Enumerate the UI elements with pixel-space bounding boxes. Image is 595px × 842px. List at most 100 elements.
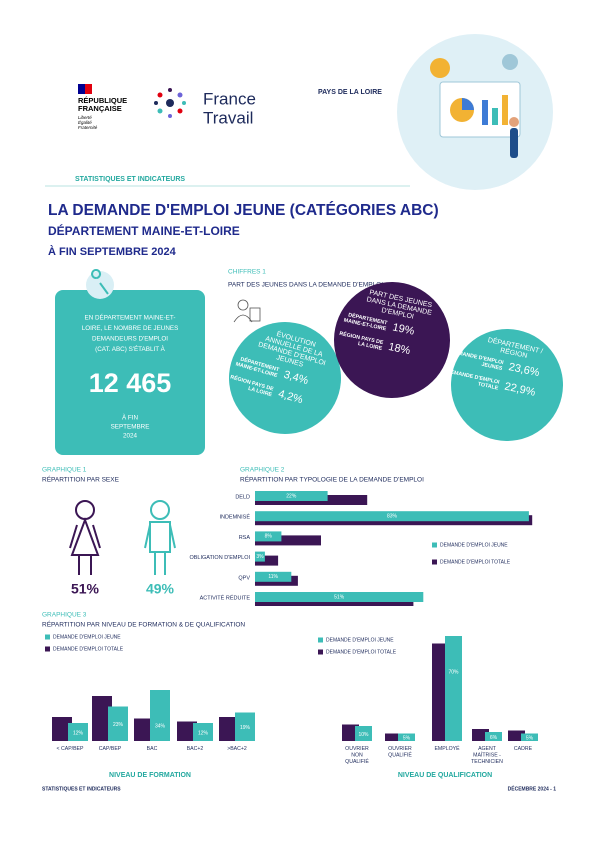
key-value: 12 465 (89, 368, 172, 398)
key-period: À FIN (122, 413, 139, 422)
row-value: 18% (387, 341, 411, 357)
bar (235, 712, 255, 741)
category-label: EMPLOYÉ (434, 745, 460, 752)
key-text: (CAT. ABC) S'ÉTABLIT À (95, 344, 166, 353)
bar (177, 721, 197, 741)
male-icon (144, 500, 176, 575)
key-figure-box (55, 290, 205, 455)
row-label: TOTALE (477, 381, 499, 391)
value-label: 70% (448, 669, 459, 675)
region: PAYS DE LA LOIRE (318, 89, 382, 96)
category-label: CAP/BEP (99, 746, 122, 752)
section-title: RÉPARTITION PAR NIVEAU DE FORMATION & DE… (42, 620, 245, 629)
value-label: 11% (268, 574, 278, 580)
key-period: SEPTEMBRE (111, 424, 150, 431)
key-text: LOIRE, LE NOMBRE DE JEUNES (82, 325, 179, 332)
section-label: GRAPHIQUE 2 (240, 467, 285, 474)
category-label: AGENT MAÎTRISE -TECHNICIEN (471, 746, 503, 765)
female-icon (69, 500, 101, 575)
bar (385, 733, 402, 741)
bar (255, 535, 321, 546)
legend-swatch (45, 634, 50, 640)
value-label: 3% (256, 554, 264, 560)
bar (219, 717, 239, 741)
key-text: DEMANDEURS D'EMPLOI (92, 336, 168, 343)
devise: Liberté (78, 115, 92, 120)
category-label: < CAP/BEP (57, 746, 84, 752)
category-label: OUVRIER NON QUALIFIÉ (345, 746, 369, 765)
axis-title: NIVEAU DE FORMATION (109, 772, 191, 779)
republique: RÉPUBLIQUE (78, 96, 127, 105)
bar (472, 729, 489, 741)
gender-value: 49% (146, 581, 175, 597)
date: À FIN SEPTEMBRE 2024 (48, 245, 177, 258)
title: LA DEMANDE D'EMPLOI JEUNE (CATÉGORIES AB… (48, 202, 439, 219)
category-label: ACTIVITÉ RÉDUITE (200, 594, 251, 601)
bar (134, 718, 154, 741)
bar (255, 592, 424, 602)
bar (255, 571, 292, 582)
bar (355, 726, 372, 741)
category-label: QPV (238, 575, 250, 581)
bar (255, 511, 529, 522)
person-icon (233, 299, 261, 323)
bar (445, 636, 462, 741)
bar (193, 723, 213, 741)
value-label: 5% (403, 736, 411, 742)
legend-label: DEMANDE D'EMPLOI JEUNE (326, 637, 394, 643)
legend-label: DEMANDE D'EMPLOI TOTALE (440, 559, 511, 565)
category-label: OUVRIER QUALIFIÉ (388, 746, 412, 759)
category-label: INDEMNISÉ (219, 514, 250, 521)
value-label: 5% (526, 736, 534, 742)
illustration (397, 34, 553, 190)
section: STATISTIQUES ET INDICATEURS (75, 176, 185, 183)
bar (108, 706, 128, 741)
legend-label: DEMANDE D'EMPLOI JEUNE (53, 634, 121, 640)
category-label: BAC+2 (187, 746, 204, 752)
republique: FRANÇAISE (78, 104, 122, 113)
legend-label: DEMANDE D'EMPLOI TOTALE (326, 649, 397, 655)
bar (255, 531, 282, 542)
value-label: 10% (358, 732, 369, 738)
legend-label: DEMANDE D'EMPLOI TOTALE (53, 646, 124, 652)
logo-blue (78, 84, 85, 94)
bar (485, 732, 502, 741)
section-title: RÉPARTITION PAR TYPOLOGIE DE LA DEMANDE … (240, 475, 424, 484)
bar (342, 724, 359, 741)
key-text: EN DÉPARTEMENT MAINE-ET- (85, 313, 176, 322)
value-label: 6% (490, 735, 498, 741)
bar (398, 733, 415, 741)
legend-label: DEMANDE D'EMPLOI JEUNE (440, 542, 508, 548)
bar (52, 717, 72, 741)
section-label: CHIFFRES 1 (228, 269, 266, 276)
value-label: 19% (240, 725, 251, 731)
circle-bg (451, 329, 563, 441)
france-travail-logo (154, 88, 186, 118)
footer-left: STATISTIQUES ET INDICATEURS (42, 786, 121, 792)
category-label: RSA (239, 535, 251, 541)
value-label: 8% (265, 534, 273, 540)
legend-swatch (432, 542, 437, 548)
value-label: 22% (286, 493, 297, 499)
bar (255, 555, 279, 566)
bar (508, 730, 525, 741)
legend-swatch (45, 646, 50, 652)
category-label: BAC (147, 746, 158, 752)
value-label: 51% (334, 594, 345, 600)
value-label: 12% (198, 730, 209, 736)
value-label: 12% (73, 730, 84, 736)
circle-bg (229, 322, 341, 434)
section-label: GRAPHIQUE 3 (42, 612, 87, 619)
footer-right: DÉCEMBRE 2024 - 1 (508, 784, 557, 792)
bar (255, 551, 265, 562)
category-label: >BAC+2 (227, 746, 247, 752)
category-label: OBLIGATION D'EMPLOI (189, 555, 250, 561)
circle-bg (334, 282, 450, 398)
section-title: PART DES JEUNES DANS LA DEMANDE D'EMPLOI (228, 282, 383, 289)
category-label: CADRE (514, 746, 533, 752)
legend-swatch (318, 637, 323, 643)
